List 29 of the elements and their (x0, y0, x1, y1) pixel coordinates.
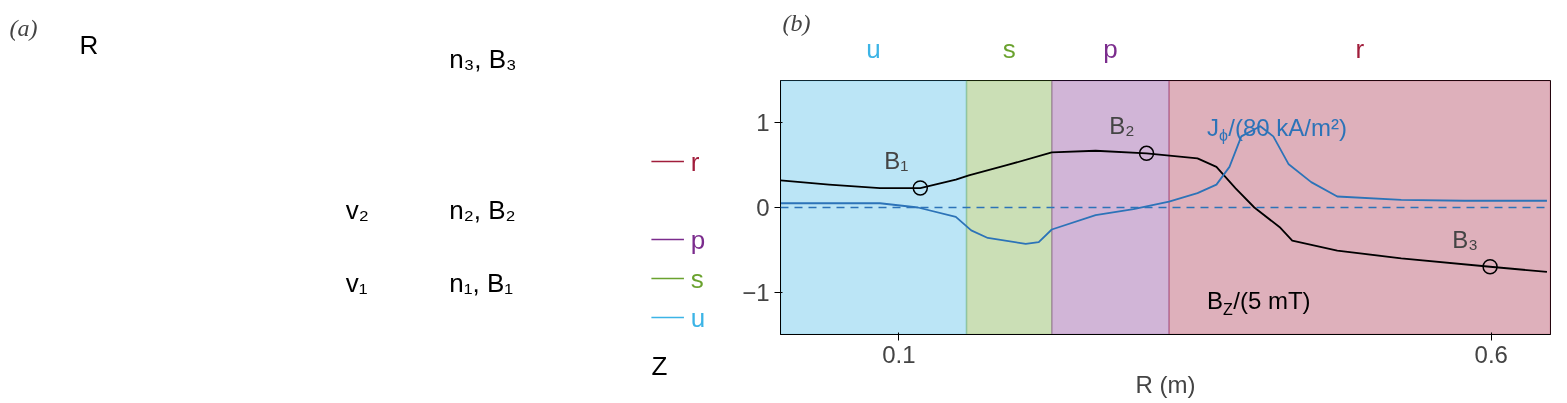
text: R (79, 29, 99, 60)
text: s (690, 263, 704, 294)
text: r (690, 146, 700, 177)
text: p (690, 224, 706, 255)
x-tick-label: 0.1 (882, 340, 916, 368)
annotation: B₂ (1109, 112, 1135, 140)
band-label: r (1355, 34, 1365, 65)
text: n₃, B₃ (449, 44, 517, 75)
y-tick-label: 0 (756, 194, 770, 221)
band-label: s (1002, 34, 1016, 65)
band-label: u (866, 34, 881, 65)
y-tick-label: 1 (756, 109, 770, 137)
point (1138, 145, 1155, 162)
text: n₂, B₂ (449, 195, 516, 226)
annotation: B₁ (884, 147, 909, 175)
point (912, 180, 929, 196)
point (1482, 259, 1498, 275)
x-tick-label: 0.6 (1474, 340, 1508, 368)
text: v₂ (345, 195, 369, 226)
text: Z (651, 351, 668, 382)
text: (a) (9, 15, 38, 42)
annotation: B₃ (1452, 225, 1479, 253)
band-label: p (1103, 34, 1118, 65)
text: n₁, B₁ (449, 268, 514, 299)
y-tick-label: −1 (742, 278, 770, 306)
text: u (690, 302, 706, 333)
chart-title: (b) (782, 10, 811, 36)
x-axis-title: R (m) (1135, 370, 1196, 398)
text: v₁ (345, 268, 368, 299)
